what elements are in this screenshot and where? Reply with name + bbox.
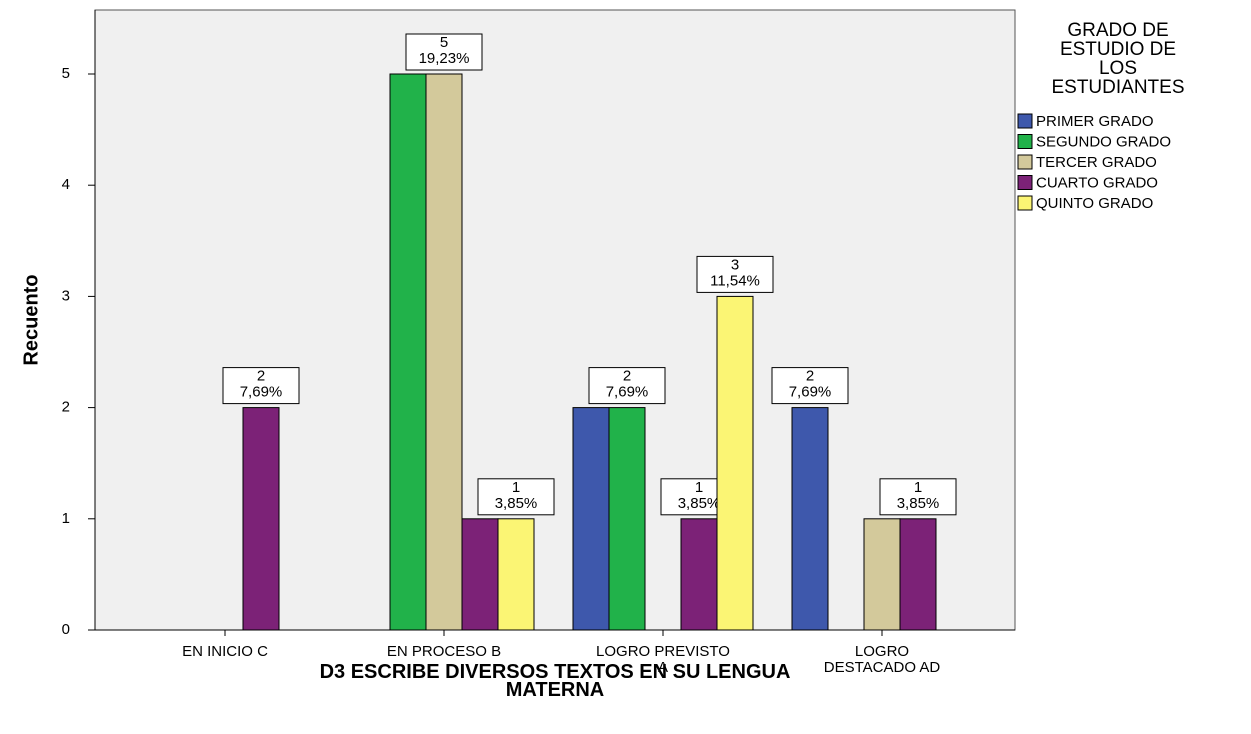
y-tick-label: 0 <box>62 621 70 638</box>
legend-swatch <box>1017 175 1033 190</box>
y-tick-label: 1 <box>62 510 70 527</box>
data-label-box <box>222 367 300 405</box>
data-label: 3,85% <box>678 495 721 512</box>
data-label: 1 <box>914 479 922 496</box>
bar <box>680 518 718 631</box>
data-label: 11,54% <box>710 272 760 289</box>
legend-label: QUINTO GRADO <box>1036 195 1153 212</box>
legend-title: GRADO DE ESTUDIO DE LOS ESTUDIANTES <box>1051 20 1184 98</box>
y-tick-label: 2 <box>62 399 70 416</box>
legend-swatch <box>1017 154 1033 170</box>
bar <box>791 407 829 631</box>
data-label: 3,85% <box>897 495 940 512</box>
x-tick-label: EN PROCESO B <box>387 643 501 660</box>
x-tick-label: LOGRO PREVISTO A <box>596 643 730 676</box>
x-tick-label: EN INICIO C <box>182 643 268 660</box>
bar <box>899 518 937 631</box>
data-label: 7,69% <box>789 384 832 401</box>
y-tick-label: 4 <box>62 176 70 193</box>
x-axis-title: D3 ESCRIBE DIVERSOS TEXTOS EN SU LENGUA M… <box>320 661 791 701</box>
legend-swatch <box>1017 113 1033 129</box>
data-label: 1 <box>512 479 520 496</box>
legend-label: CUARTO GRADO <box>1036 174 1158 191</box>
data-label-box <box>477 478 555 516</box>
bar <box>242 407 280 631</box>
bar <box>497 518 535 631</box>
data-label-box <box>771 367 849 405</box>
bar <box>572 407 610 631</box>
data-label: 19,23% <box>419 50 470 67</box>
data-label-box <box>696 255 774 293</box>
legend-swatch <box>1017 134 1033 149</box>
bar <box>716 295 754 631</box>
data-label-box <box>588 367 666 405</box>
legend-label: TERCER GRADO <box>1036 154 1157 171</box>
legend-label: SEGUNDO GRADO <box>1036 133 1171 150</box>
data-label: 3,85% <box>495 495 538 512</box>
data-label: 2 <box>257 368 265 385</box>
data-label: 3 <box>731 256 739 273</box>
data-label: 2 <box>623 368 631 385</box>
data-label-box <box>879 478 957 516</box>
data-label: 7,69% <box>606 384 649 401</box>
bar <box>389 73 427 631</box>
data-label: 7,69% <box>240 384 283 401</box>
data-label: 5 <box>440 34 448 51</box>
x-tick-label: LOGRO DESTACADO AD <box>824 643 941 676</box>
y-tick-label: 3 <box>62 287 70 304</box>
data-label: 1 <box>695 479 703 496</box>
bar <box>863 518 901 631</box>
bar <box>425 73 463 631</box>
data-label-box <box>405 33 483 71</box>
bar <box>461 518 499 631</box>
legend-label: PRIMER GRADO <box>1036 113 1154 130</box>
legend-swatch <box>1017 195 1033 211</box>
data-label: 2 <box>806 368 814 385</box>
y-tick-label: 5 <box>62 65 70 82</box>
y-axis-title: Recuento <box>20 274 42 365</box>
bar <box>608 407 646 631</box>
